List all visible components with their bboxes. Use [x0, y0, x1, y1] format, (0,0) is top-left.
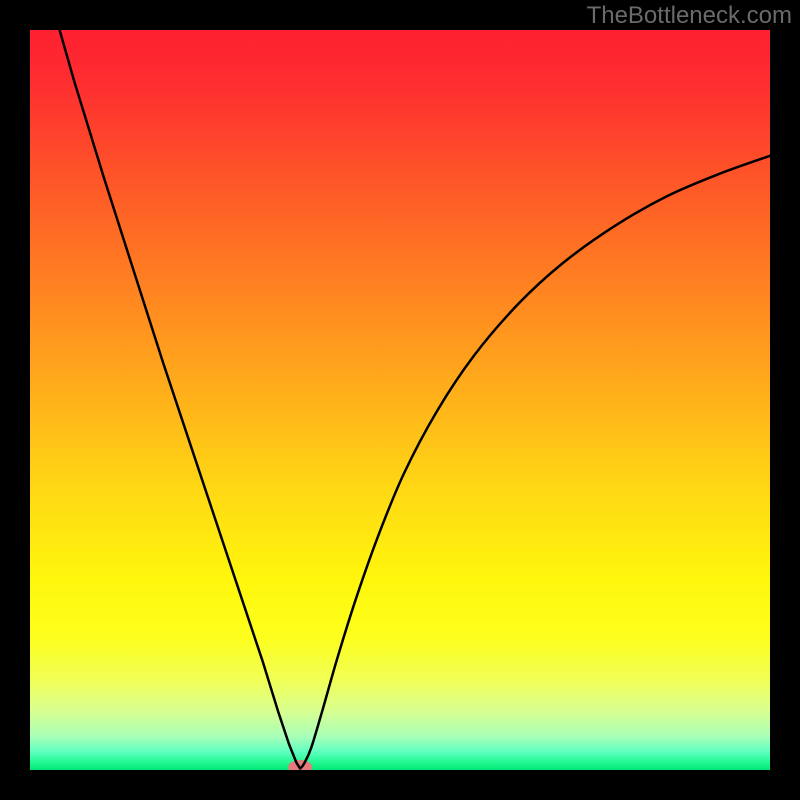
plot-background-gradient: [30, 30, 770, 770]
chart-container: TheBottleneck.com: [0, 0, 800, 800]
bottleneck-curve-chart: [0, 0, 800, 800]
